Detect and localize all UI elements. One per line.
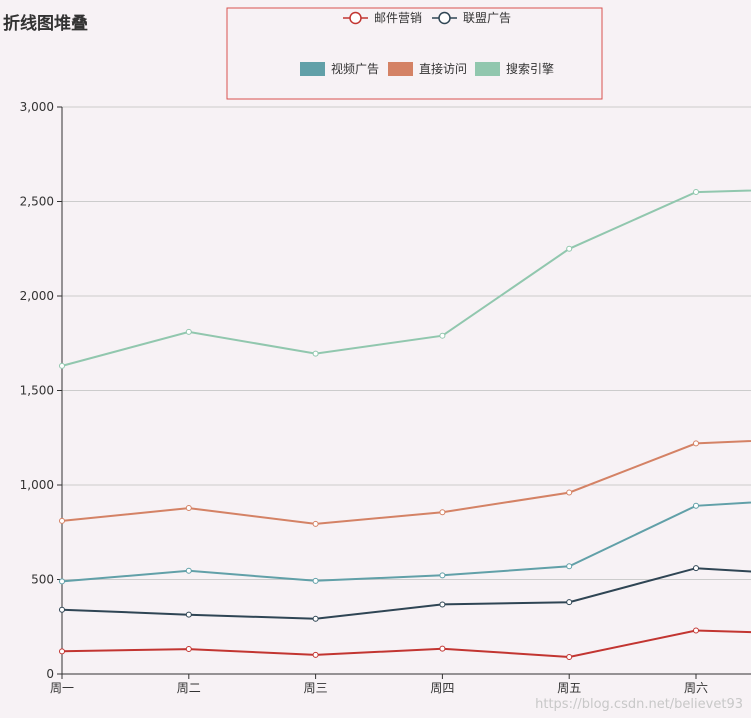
legend-label: 邮件营销 [374, 11, 422, 25]
data-point [185, 505, 192, 512]
data-point [59, 517, 65, 524]
y-tick-label: 0 [46, 667, 54, 681]
x-tick-label: 周一 [50, 681, 74, 695]
legend-rect-icon [300, 62, 325, 76]
data-point [185, 328, 192, 335]
data-point [185, 567, 192, 574]
data-point [59, 362, 65, 369]
legend-label: 搜索引擎 [506, 61, 554, 76]
y-tick-label: 2,500 [20, 195, 54, 209]
legend-label: 直接访问 [419, 61, 467, 76]
legend-label: 视频广告 [331, 61, 379, 76]
data-point [566, 489, 573, 496]
data-point [185, 611, 192, 618]
legend-rect-icon [475, 62, 500, 76]
data-point [566, 245, 573, 252]
legend-circle-icon [349, 11, 362, 25]
legend-item-4[interactable]: 搜索引擎 [475, 61, 554, 76]
legend-circle-icon [438, 11, 451, 25]
y-tick-label: 3,000 [20, 100, 54, 114]
data-point [59, 648, 65, 655]
legend-rect-icon [388, 62, 413, 76]
x-tick-label: 周二 [177, 681, 201, 695]
legend-item-3[interactable]: 直接访问 [388, 61, 467, 76]
legend-item-1[interactable]: 联盟广告 [432, 11, 511, 25]
series-lines [59, 189, 751, 660]
legend-box [226, 7, 603, 100]
data-point [693, 440, 699, 447]
data-point [693, 189, 699, 196]
data-point [59, 606, 65, 613]
x-tick-label: 周三 [304, 681, 328, 695]
chart-title: 折线图堆叠 [3, 14, 88, 34]
axes: 0 500 1,000 1,500 2,000 2,500 3,000 周一 周二 周三 周四 周五 周… [20, 100, 751, 695]
data-point [439, 332, 446, 339]
y-tick-label: 1,000 [20, 478, 54, 492]
data-point [566, 563, 573, 570]
data-point [312, 651, 319, 658]
series-line-3 [61, 439, 751, 525]
data-point [693, 627, 699, 634]
legend-item-2[interactable]: 视频广告 [300, 61, 379, 76]
data-point [312, 350, 319, 357]
series-line-1 [61, 567, 751, 620]
series-line-4 [61, 189, 751, 367]
x-tick-label: 周五 [557, 681, 581, 695]
data-point [312, 577, 319, 584]
legend-label: 联盟广告 [463, 11, 511, 25]
y-tick-label: 1,500 [20, 384, 54, 398]
data-point [566, 599, 573, 606]
y-tick-label: 500 [31, 573, 54, 587]
data-point [439, 645, 446, 652]
data-point [439, 572, 446, 579]
data-point [439, 509, 446, 516]
data-point [312, 520, 319, 527]
data-point [693, 502, 699, 509]
y-tick-label: 2,000 [20, 289, 54, 303]
x-tick-label: 周六 [684, 681, 708, 695]
data-point [59, 578, 65, 585]
data-point [312, 615, 319, 622]
grid-lines [62, 106, 751, 580]
data-point [185, 646, 192, 653]
data-point [693, 565, 699, 572]
series-line-0 [61, 629, 751, 659]
legend-item-0[interactable]: 邮件营销 [343, 11, 422, 25]
data-point [566, 653, 573, 660]
x-tick-label: 周四 [430, 681, 454, 695]
data-point [439, 601, 446, 608]
watermark: https://blog.csdn.net/believet93 [535, 697, 743, 712]
